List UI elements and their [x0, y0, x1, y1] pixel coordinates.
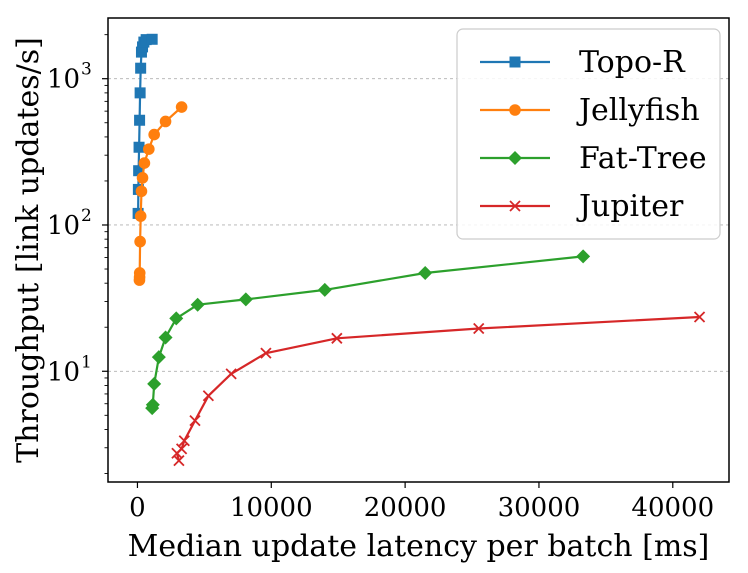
legend-item-topo-r: Topo-R — [480, 45, 686, 80]
data-point-fat-tree — [145, 397, 160, 412]
x-marker-stroke — [509, 200, 521, 212]
x-tick-label: 40000 — [631, 493, 714, 523]
data-point-jupiter — [175, 443, 188, 455]
data-point-jupiter — [202, 390, 215, 402]
data-point-fat-tree — [169, 311, 184, 326]
data-point-jellyfish — [138, 157, 151, 169]
data-point-fat-tree — [238, 292, 253, 307]
data-point-topo-r — [133, 165, 145, 177]
data-point-topo-r — [133, 141, 145, 153]
data-point-fat-tree — [151, 350, 166, 365]
legend-item-jellyfish: Jellyfish — [480, 93, 700, 128]
data-point-jellyfish — [133, 267, 146, 279]
x-marker-stroke — [260, 347, 272, 359]
data-point-jellyfish — [159, 115, 172, 128]
series-fat-tree — [145, 249, 591, 416]
x-tick-label: 10000 — [230, 493, 313, 523]
x-axis-ticks: 0 10000 20000 30000 40000 — [129, 482, 714, 523]
data-point-jupiter — [189, 414, 201, 427]
plot-frame — [107, 17, 730, 483]
legend-label-fat-tree: Fat-Tree — [579, 141, 707, 176]
x-tick-label: 20000 — [364, 493, 447, 523]
data-point-jupiter — [173, 454, 185, 467]
legend-marker-jupiter — [509, 200, 521, 212]
x-marker-stroke — [225, 368, 237, 380]
legend-marker-fat-tree — [508, 151, 522, 165]
legend-item-fat-tree: Fat-Tree — [480, 141, 707, 176]
data-point-jellyfish — [134, 210, 147, 222]
data-point-jellyfish — [148, 128, 160, 141]
series-jellyfish — [133, 101, 188, 286]
data-point-jupiter — [260, 347, 272, 359]
series-layer — [132, 33, 706, 467]
data-point-fat-tree — [147, 376, 162, 391]
legend: Topo-R Jellyfish Fat-Tree Jupiter — [456, 28, 721, 240]
x-tick-label: 0 — [129, 493, 146, 523]
y-axis-label: Throughput [link updates/s] — [11, 37, 46, 463]
legend-label-jellyfish: Jellyfish — [576, 93, 700, 128]
data-point-fat-tree — [576, 249, 591, 264]
x-axis-label: Median update latency per batch [ms] — [128, 529, 710, 564]
y-tick-label: 10 — [47, 211, 80, 241]
y-tick-label-exponent: 3 — [81, 60, 92, 80]
legend-label-topo-r: Topo-R — [579, 45, 686, 80]
y-tick-label: 10 — [47, 357, 80, 387]
y-tick-label-exponent: 1 — [81, 352, 92, 372]
data-point-fat-tree — [418, 265, 433, 280]
x-marker-stroke — [202, 390, 215, 402]
data-point-fat-tree — [190, 297, 205, 312]
data-point-topo-r — [134, 87, 146, 99]
x-marker-stroke — [473, 322, 485, 335]
legend-label-jupiter: Jupiter — [576, 189, 684, 224]
data-point-topo-r — [146, 33, 158, 45]
x-marker-stroke — [331, 332, 343, 344]
x-tick-label: 30000 — [498, 493, 581, 523]
data-point-topo-r — [134, 114, 146, 126]
x-marker-stroke — [175, 443, 188, 455]
x-marker-stroke — [189, 414, 201, 427]
data-point-topo-r — [135, 62, 147, 74]
data-point-jellyfish — [175, 101, 188, 113]
series-jupiter — [171, 311, 706, 467]
y-tick-label-exponent: 2 — [81, 206, 92, 226]
legend-marker-jellyfish — [509, 104, 521, 116]
data-point-jupiter — [225, 368, 237, 380]
data-point-jupiter — [178, 435, 190, 447]
legend-marker-topo-r — [509, 56, 521, 68]
legend-box — [456, 28, 721, 240]
data-point-jellyfish — [136, 172, 149, 184]
data-point-fat-tree — [317, 282, 332, 297]
data-point-jupiter — [693, 311, 706, 323]
x-marker-stroke — [173, 454, 185, 467]
y-tick-label: 10 — [47, 65, 80, 95]
data-point-jupiter — [331, 332, 343, 344]
data-point-jupiter — [473, 322, 485, 335]
data-point-fat-tree — [158, 330, 173, 345]
data-point-jellyfish — [134, 235, 146, 248]
x-marker-stroke — [178, 435, 190, 447]
data-point-topo-r — [140, 34, 152, 46]
x-marker-stroke — [693, 311, 706, 323]
data-point-jellyfish — [135, 185, 148, 198]
data-point-jellyfish — [143, 143, 155, 155]
legend-item-jupiter: Jupiter — [480, 189, 684, 224]
